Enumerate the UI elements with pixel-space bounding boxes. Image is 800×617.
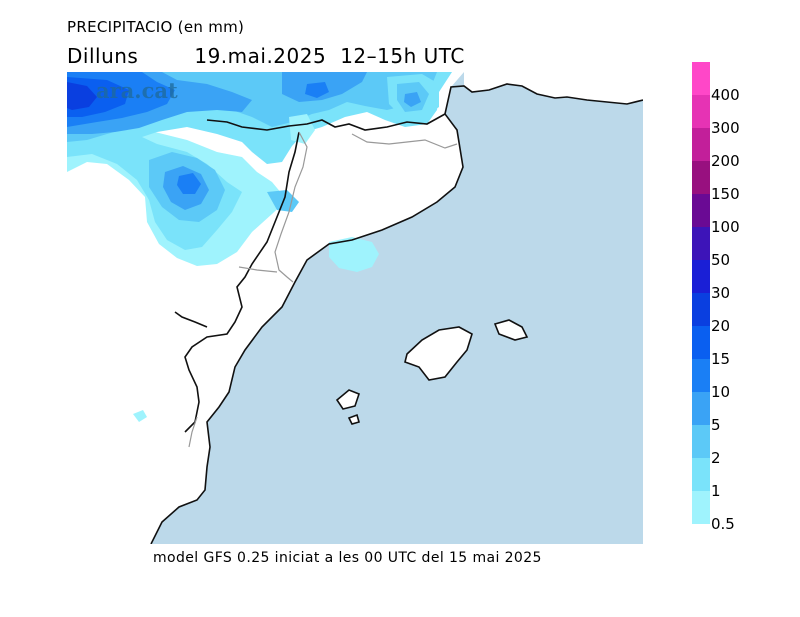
legend-swatch-150	[692, 161, 710, 194]
legend-swatch-300	[692, 95, 710, 128]
legend-label-2: 2	[711, 449, 721, 467]
legend-swatch-50	[692, 227, 710, 260]
legend-swatch-200	[692, 128, 710, 161]
legend-label-1: 1	[711, 482, 721, 500]
legend-swatch-100	[692, 194, 710, 227]
legend-label-200: 200	[711, 152, 740, 170]
precipitation-map	[67, 72, 643, 544]
precipitation-field	[67, 72, 452, 422]
legend-label-0.5: 0.5	[711, 515, 735, 533]
legend-label-300: 300	[711, 119, 740, 137]
watermark-logo: ara.cat	[96, 78, 178, 103]
legend-swatch-15	[692, 326, 710, 359]
forecast-day: Dilluns	[67, 44, 139, 68]
legend-label-5: 5	[711, 416, 721, 434]
precipitation-legend	[692, 62, 710, 524]
legend-label-100: 100	[711, 218, 740, 236]
forecast-date: 19.mai.2025	[194, 44, 327, 68]
legend-swatch-20	[692, 293, 710, 326]
legend-swatch-0.5	[692, 491, 710, 524]
forecast-time: 12–15h UTC	[340, 44, 465, 68]
legend-label-50: 50	[711, 251, 731, 269]
legend-label-15: 15	[711, 350, 731, 368]
land-france	[464, 72, 643, 104]
legend-label-10: 10	[711, 383, 731, 401]
forecast-period: Dilluns 19.mai.2025 12–15h UTC	[67, 44, 521, 68]
legend-label-400: 400	[711, 86, 740, 104]
coastline	[150, 83, 643, 544]
model-run-note: model GFS 0.25 iniciat a les 00 UTC del …	[153, 550, 542, 566]
region-borders	[188, 131, 458, 448]
legend-swatch-10	[692, 359, 710, 392]
legend-swatch-1	[692, 458, 710, 491]
legend-swatch-2	[692, 425, 710, 458]
legend-swatch-5	[692, 392, 710, 425]
legend-swatch-30	[692, 260, 710, 293]
legend-label-20: 20	[711, 317, 731, 335]
legend-swatch-400	[692, 62, 710, 95]
legend-label-150: 150	[711, 185, 740, 203]
legend-label-30: 30	[711, 284, 731, 302]
chart-title: PRECIPITACIO (en mm)	[67, 18, 245, 36]
